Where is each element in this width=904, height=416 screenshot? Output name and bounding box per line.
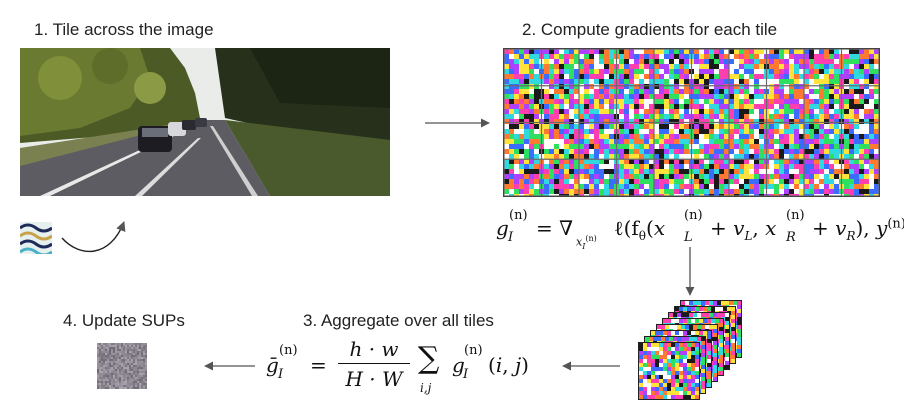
gradient-noise-panel [503,48,880,197]
aggregate-formula: ḡ (n) I = h · w H · W ∑ i,j g (n) I (i, … [266,337,529,395]
gradient-noise-grid [504,49,879,196]
curved-arrow-icon [61,221,126,253]
step3-label: 3. Aggregate over all tiles [303,311,494,330]
step2-label: 2. Compute gradients for each tile [522,20,778,39]
step4-label: 4. Update SUPs [63,311,185,330]
gradient-formula: g (n) I = ∇ xI(n) ℓ(fθ(x (n) L + vL, x (… [496,208,904,251]
updated-sup-image [97,343,147,389]
step1-label: 1. Tile across the image [34,20,214,39]
road-scene-image [20,48,390,196]
gradient-tile-stack [632,300,772,400]
sup-pattern-icon [20,222,52,254]
